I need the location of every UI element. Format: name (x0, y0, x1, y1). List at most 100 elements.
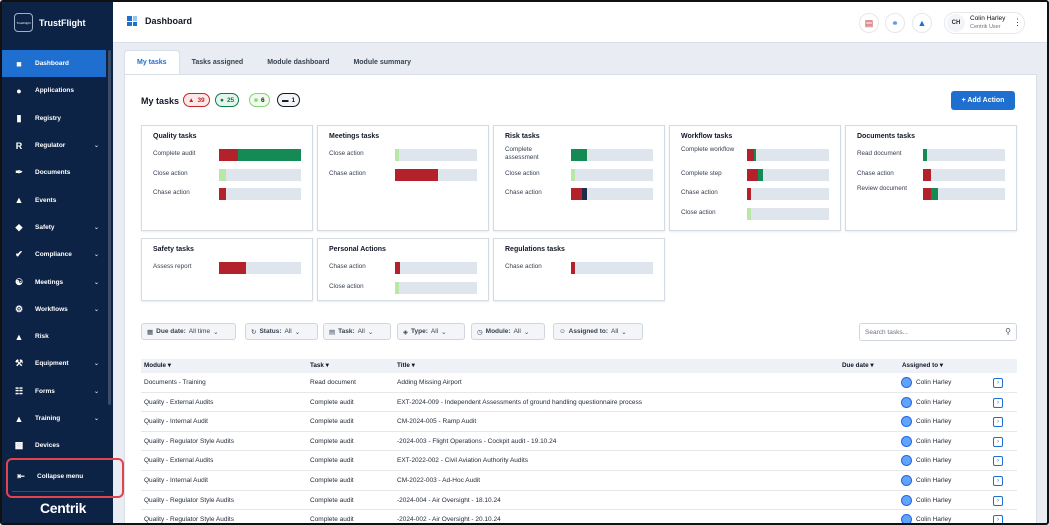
task-row[interactable]: Complete audit (153, 148, 303, 162)
column-title[interactable]: Title ▾ (397, 362, 415, 369)
open-row-button[interactable]: › (993, 495, 1003, 506)
progress-bar[interactable] (395, 168, 477, 181)
task-row[interactable]: Chase action (153, 187, 303, 201)
progress-bar[interactable] (923, 168, 1005, 181)
tab-tasks-assigned[interactable]: Tasks assigned (191, 58, 244, 66)
chevron-down-icon[interactable]: ⌄ (93, 361, 99, 368)
open-row-button[interactable]: › (993, 456, 1003, 467)
progress-bar[interactable] (219, 262, 301, 274)
progress-bar[interactable] (395, 281, 477, 294)
task-row[interactable]: Close action (153, 168, 303, 182)
task-row[interactable]: Close action (681, 207, 831, 221)
progress-bar[interactable] (747, 188, 829, 200)
sidebar-item-events[interactable]: ▲ Events (2, 186, 113, 213)
sidebar-item-documents[interactable]: ✒ Documents (2, 159, 113, 186)
status-badge[interactable]: ● 25 (215, 93, 240, 107)
chevron-down-icon[interactable]: ⌄ (93, 279, 99, 286)
table-row[interactable]: Quality - External Audits Complete audit E… (141, 393, 1017, 413)
status-badge[interactable]: ▬ 1 (277, 93, 301, 107)
column-due-date[interactable]: Due date ▾ (842, 362, 874, 369)
collapse-menu-button[interactable]: ⇤ Collapse menu (16, 471, 83, 481)
sidebar-item-dashboard[interactable]: ■ Dashboard (2, 50, 106, 78)
open-row-button[interactable]: › (993, 476, 1003, 486)
sidebar-item-equipment[interactable]: ⚒ Equipment ⌄ (2, 350, 113, 377)
user-menu[interactable]: CH Colin Harley Centrik User (944, 12, 1025, 34)
task-row[interactable]: Read document (857, 148, 1007, 162)
chevron-down-icon[interactable]: ⌄ (93, 416, 99, 422)
filter-task[interactable]: ▤ Task: All ⌄ (323, 323, 391, 340)
task-row[interactable]: Chase action (505, 187, 655, 201)
chevron-down-icon[interactable]: ⌄ (93, 252, 99, 259)
table-row[interactable]: Quality - Internal Audit Complete audit CM… (141, 471, 1017, 491)
progress-bar[interactable] (219, 188, 301, 200)
status-badge[interactable]: ▲ 39 (183, 93, 210, 107)
progress-bar[interactable] (747, 149, 829, 161)
open-row-button[interactable]: › (993, 417, 1003, 428)
progress-bar[interactable] (571, 149, 653, 161)
status-badge[interactable]: ■ 6 (249, 93, 270, 107)
add-action-button[interactable]: + Add Action (951, 91, 1015, 110)
link-icon[interactable]: ⚭ (885, 13, 905, 33)
task-row[interactable]: Chase action (329, 168, 479, 182)
progress-bar[interactable] (747, 168, 829, 181)
task-row[interactable]: Chase action (857, 168, 1007, 182)
filter-due-date[interactable]: ▦ Due date: All time ⌄ (141, 323, 236, 340)
progress-bar[interactable] (395, 262, 477, 274)
chevron-down-icon[interactable]: ⌄ (93, 143, 99, 150)
sidebar-item-applications[interactable]: ● Applications (2, 77, 113, 104)
task-row[interactable]: Close action (329, 148, 479, 162)
table-row[interactable]: Quality - Regulator Style Audits Complete… (141, 491, 1017, 511)
task-row[interactable]: Review document (857, 185, 1007, 201)
sidebar-item-risk[interactable]: ▲ Risk (2, 323, 113, 350)
sidebar-item-training[interactable]: ▲ Training ⌄ (2, 405, 113, 432)
megaphone-icon[interactable]: ▲ (912, 13, 932, 33)
open-row-button[interactable]: › (993, 397, 1003, 408)
search-icon[interactable]: ⚲ (1005, 327, 1011, 336)
tab-module-dashboard[interactable]: Module dashboard (267, 58, 330, 66)
open-row-button[interactable]: › (993, 436, 1003, 447)
task-row[interactable]: Close action (329, 281, 479, 295)
chevron-down-icon[interactable]: ⌄ (93, 388, 99, 395)
sidebar-item-safety[interactable]: ◆ Safety ⌄ (2, 214, 113, 241)
filter-assigned-to[interactable]: ☺ Assigned to: All ⌄ (553, 323, 643, 340)
progress-bar[interactable] (571, 262, 653, 274)
column-task[interactable]: Task ▾ (310, 362, 329, 369)
open-row-button[interactable]: › (993, 515, 1003, 523)
table-row[interactable]: Quality - Internal Audit Complete audit CM… (141, 412, 1017, 432)
database-icon[interactable]: ▤ (859, 13, 879, 33)
open-row-button[interactable]: › (993, 378, 1003, 388)
tab-module-summary[interactable]: Module summary (353, 58, 412, 66)
progress-bar[interactable] (219, 168, 301, 181)
progress-bar[interactable] (395, 149, 477, 161)
brand[interactable]: TrustFlight TrustFlight (14, 13, 86, 32)
tab-my-tasks[interactable]: My tasks (124, 50, 180, 74)
progress-bar[interactable] (923, 149, 1005, 161)
table-row[interactable]: Quality - External Audits Complete audit E… (141, 451, 1017, 471)
task-row[interactable]: Chase action (505, 261, 655, 275)
chevron-down-icon[interactable]: ⌄ (93, 306, 99, 313)
task-row[interactable]: Assess report (153, 261, 303, 275)
column-assigned-to[interactable]: Assigned to ▾ (902, 362, 943, 369)
filter-type[interactable]: ◈ Type: All ⌄ (397, 323, 465, 340)
filter-status[interactable]: ↻ Status: All ⌄ (245, 323, 318, 340)
search-input[interactable]: Search tasks... ⚲ (859, 323, 1017, 341)
column-module[interactable]: Module ▾ (144, 362, 171, 369)
sidebar-item-workflows[interactable]: ⚙ Workflows ⌄ (2, 296, 113, 323)
progress-bar[interactable] (747, 207, 829, 220)
table-row[interactable]: Quality - Regulator Style Audits Complete… (141, 432, 1017, 452)
sidebar-item-registry[interactable]: ▮ Registry (2, 105, 113, 132)
sidebar-scrollbar[interactable] (108, 50, 111, 405)
task-row[interactable]: Chase action (329, 261, 479, 275)
task-row[interactable]: Complete step (681, 168, 831, 182)
table-row[interactable]: Quality - Regulator Style Audits Complete… (141, 510, 1017, 523)
filter-module[interactable]: ◷ Module: All ⌄ (471, 323, 545, 340)
chevron-down-icon[interactable]: ⌄ (93, 224, 99, 231)
sidebar-item-regulator[interactable]: R Regulator ⌄ (2, 132, 113, 159)
collapse-menu-highlight[interactable]: ⇤ Collapse menu (6, 458, 124, 498)
task-row[interactable]: Close action (505, 168, 655, 182)
more-options-icon[interactable]: ⋮ (1013, 17, 1022, 27)
table-row[interactable]: Documents - Training Read document Adding … (141, 373, 1017, 393)
task-row[interactable]: Complete assessment (505, 146, 655, 162)
sidebar-item-compliance[interactable]: ✔ Compliance ⌄ (2, 241, 113, 268)
task-row[interactable]: Complete workflow (681, 146, 831, 162)
